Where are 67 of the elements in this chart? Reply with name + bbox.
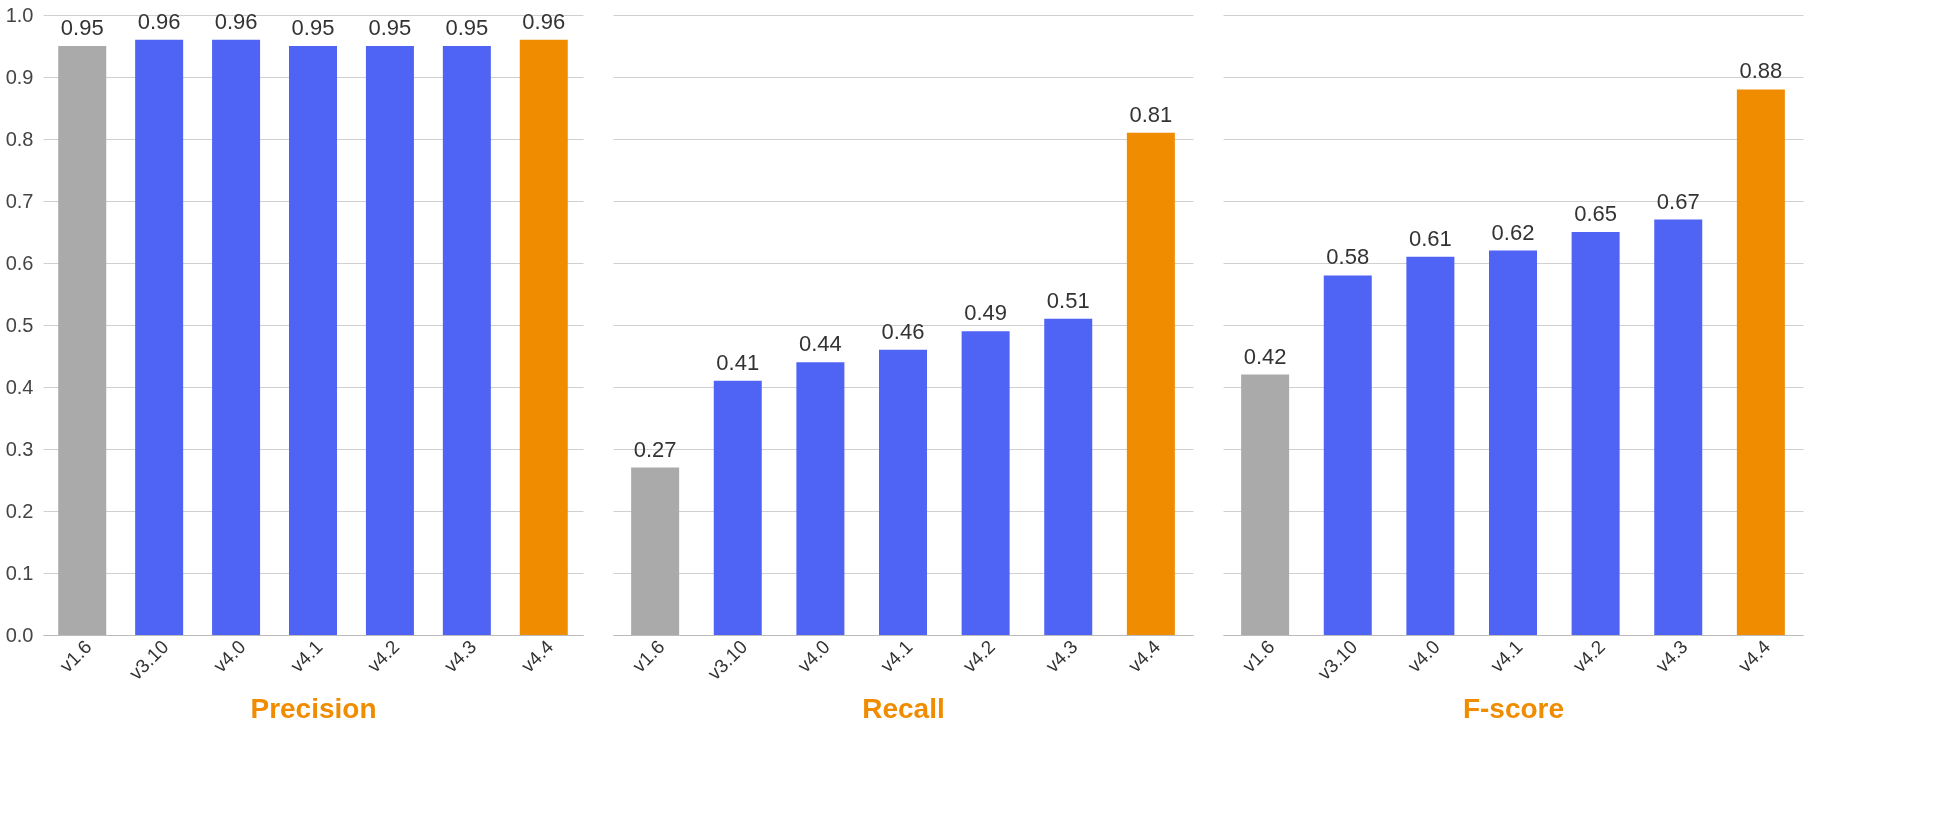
bar [1323,275,1372,635]
x-tick-label: v4.0 [1403,636,1444,677]
data-label: 0.95 [368,15,412,40]
data-label: 0.27 [633,436,677,462]
data-label: 0.58 [1326,244,1370,270]
x-tick-label: v1.6 [1238,636,1279,677]
y-tick-label: 0.4 [5,375,34,398]
x-tick-label: v4.2 [1568,636,1610,677]
y-tick-label: 0.2 [5,499,34,522]
y-tick-label: 0.1 [5,561,34,584]
bar [879,349,927,635]
bar [631,467,680,635]
x-tick-label: v4.2 [363,636,404,677]
x-axis-title: F-score [1462,692,1565,724]
x-tick-label: v4.3 [440,636,481,677]
x-tick-label: v1.6 [628,636,669,677]
data-label: 0.88 [1739,58,1783,84]
bar [1044,318,1093,635]
x-tick-label: v4.4 [516,635,558,677]
bar [1571,232,1620,635]
bar [1736,89,1785,635]
data-label: 0.96 [522,8,566,34]
data-label: 0.95 [60,15,104,40]
y-tick-label: 1.0 [5,3,34,26]
x-axis-title: Precision [250,692,377,724]
data-label: 0.95 [291,15,335,40]
x-tick-label: v4.2 [958,636,1000,677]
y-tick-label: 0.0 [5,623,34,646]
y-tick-label: 0.5 [5,313,34,336]
x-tick-label: v4.3 [1041,636,1082,677]
data-label: 0.95 [445,15,489,40]
bar [1489,250,1537,635]
data-label: 0.96 [214,8,258,34]
x-tick-label: v1.6 [55,636,96,677]
bar [961,331,1010,635]
x-tick-label: v4.4 [1734,635,1775,677]
x-tick-label: v4.4 [1124,635,1165,677]
data-label: 0.96 [137,8,181,34]
y-tick-label: 0.3 [5,437,34,460]
data-label: 0.46 [881,318,925,344]
bar [1406,256,1455,635]
data-label: 0.49 [964,300,1008,326]
x-tick-label: v4.1 [1486,636,1527,677]
data-label: 0.62 [1491,219,1535,245]
data-label: 0.42 [1243,343,1287,369]
data-label: 0.65 [1574,201,1618,226]
y-tick-label: 0.8 [5,127,34,150]
x-axis-title: Recall [862,692,945,724]
x-tick-label: v4.0 [793,636,834,677]
data-label: 0.81 [1129,101,1173,127]
data-label: 0.61 [1408,225,1452,251]
x-tick-label: v4.3 [1651,636,1692,677]
y-tick-label: 0.6 [5,251,34,274]
bar [796,362,845,635]
x-tick-label: v4.1 [876,636,917,677]
x-tick-label: v4.0 [209,636,250,677]
data-label: 0.41 [716,349,760,375]
bar [1126,132,1175,635]
y-tick-label: 0.9 [5,65,34,88]
bar [713,380,762,635]
data-label: 0.51 [1046,287,1090,313]
data-label: 0.67 [1656,188,1700,214]
data-label: 0.44 [798,331,842,357]
x-tick-label: v4.1 [286,636,327,677]
bar [1654,219,1703,635]
y-tick-label: 0.7 [5,189,34,212]
bar [1241,374,1290,635]
